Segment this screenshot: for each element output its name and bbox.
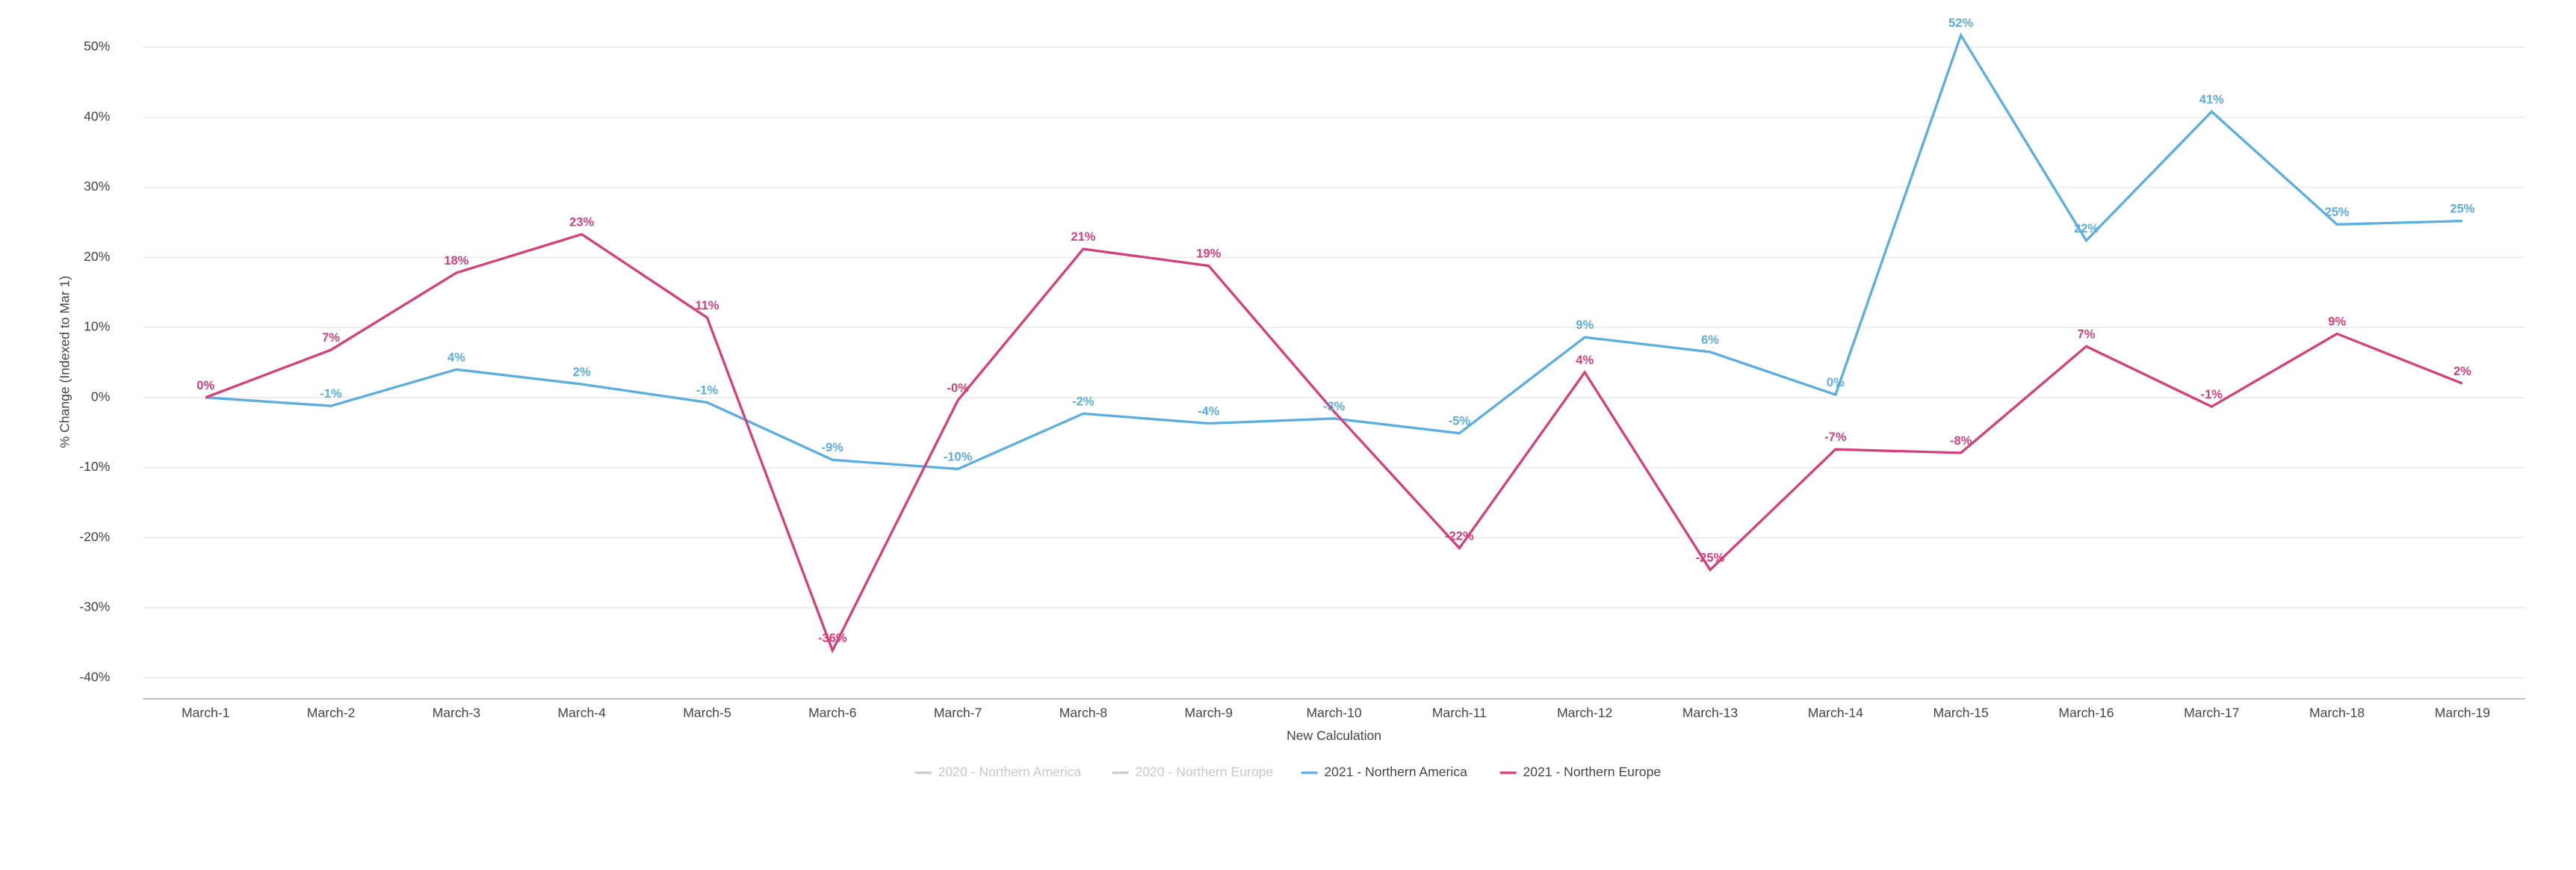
data-label: -36% (818, 632, 847, 645)
data-label: 52% (1948, 16, 1973, 30)
data-label: 19% (1196, 247, 1221, 261)
x-tick-label: March-10 (1306, 705, 1361, 720)
data-label: 0% (196, 379, 214, 392)
x-axis-title: New Calculation (1287, 728, 1381, 743)
data-label: -25% (1696, 551, 1725, 564)
data-label: 7% (2078, 327, 2096, 341)
legend-label: 2020 - Northern America (938, 765, 1082, 780)
x-tick-label: March-8 (1059, 705, 1108, 720)
data-label: -3% (1323, 400, 1346, 413)
y-tick-label: 0% (91, 389, 110, 404)
data-label: -7% (1824, 431, 1847, 444)
x-tick-label: March-19 (2435, 705, 2490, 720)
x-tick-label: March-1 (182, 705, 229, 720)
x-tick-label: March-14 (1808, 705, 1863, 720)
y-tick-label: -40% (79, 669, 110, 684)
data-label: 11% (695, 299, 719, 312)
series-line (205, 32, 2462, 471)
x-tick-label: March-4 (557, 705, 606, 720)
x-tick-label: March-12 (1557, 705, 1612, 720)
data-label: -22% (1445, 529, 1474, 543)
y-tick-label: -20% (79, 529, 110, 544)
x-tick-label: March-7 (934, 705, 982, 720)
x-tick-label: March-11 (1432, 705, 1487, 720)
data-label: 41% (2199, 93, 2224, 106)
y-tick-label: 30% (84, 179, 110, 194)
legend-label: 2021 - Northern America (1324, 765, 1467, 780)
x-tick-label: March-3 (433, 705, 480, 720)
x-tick-label: March-2 (307, 705, 355, 720)
data-label: -8% (1950, 434, 1972, 448)
data-label: -2% (1072, 395, 1095, 408)
data-label: 7% (322, 331, 340, 345)
x-tick-label: March-17 (2184, 705, 2239, 720)
data-label: 25% (2325, 206, 2350, 219)
data-label: 0% (1827, 376, 1845, 389)
data-label: -5% (1449, 415, 1471, 428)
x-tick-label: March-15 (1933, 705, 1989, 720)
data-label: -10% (944, 450, 973, 463)
data-label: 21% (1071, 230, 1095, 244)
data-label: 2% (573, 365, 591, 379)
legend-label: 2021 - Northern Europe (1523, 765, 1661, 780)
y-tick-label: 40% (84, 108, 110, 123)
data-label: 9% (2328, 315, 2346, 328)
x-tick-label: March-18 (2309, 705, 2365, 720)
x-tick-label: March-9 (1185, 705, 1233, 720)
x-tick-label: March-13 (1682, 705, 1738, 720)
series-line (205, 232, 2463, 654)
y-tick-label: 10% (84, 319, 110, 334)
data-label: -9% (822, 441, 844, 454)
data-label: -1% (2201, 388, 2223, 401)
data-label: 22% (2074, 222, 2099, 235)
x-tick-label: March-6 (808, 705, 856, 720)
data-label: -0% (947, 382, 969, 395)
data-label: 25% (2450, 203, 2474, 216)
data-label: 23% (569, 215, 594, 229)
data-label: -1% (696, 383, 719, 397)
data-label: 4% (448, 351, 465, 364)
data-label: 6% (1701, 333, 1719, 347)
x-tick-label: March-16 (2058, 705, 2114, 720)
data-label: 9% (1576, 318, 1594, 332)
y-tick-label: -10% (79, 459, 110, 474)
y-axis-title: % Change (Indexed to Mar 1) (58, 276, 72, 448)
y-tick-label: -30% (79, 599, 110, 614)
y-tick-label: 50% (84, 39, 110, 54)
data-label: 0% (196, 379, 214, 392)
y-tick-label: 20% (84, 249, 110, 264)
data-label: -1% (320, 387, 342, 401)
data-label: 4% (1576, 354, 1594, 367)
data-label: 18% (444, 254, 468, 268)
legend-label: 2020 - Northern Europe (1135, 765, 1273, 780)
x-tick-label: March-5 (683, 705, 731, 720)
data-label: -4% (1198, 404, 1220, 418)
data-label: 2% (2453, 365, 2471, 378)
